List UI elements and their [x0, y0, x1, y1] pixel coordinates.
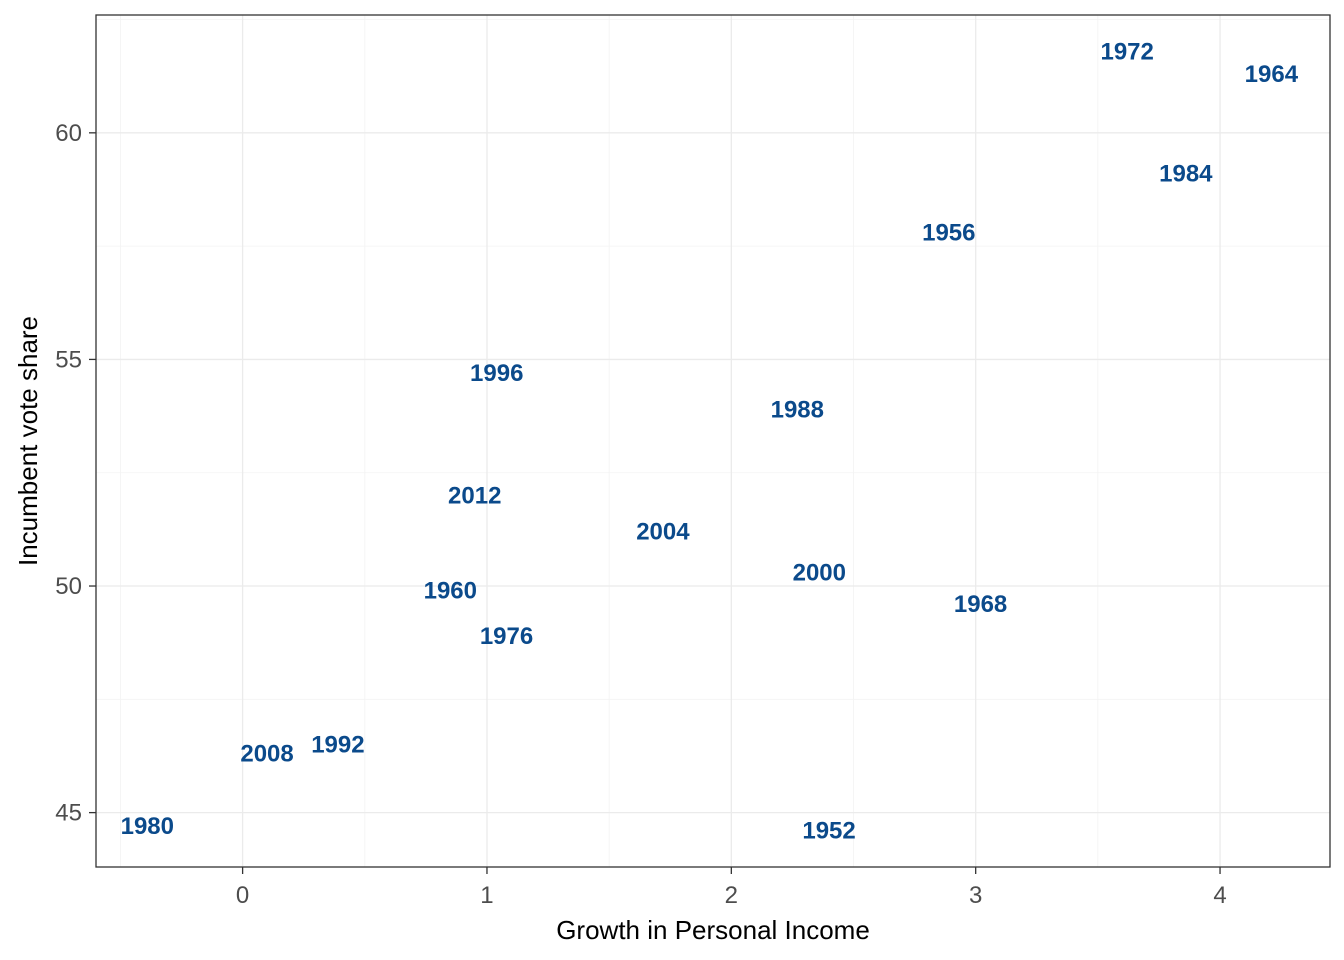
x-tick-label: 3: [969, 882, 982, 909]
point-label-1964: 1964: [1245, 61, 1299, 88]
x-tick-label: 2: [725, 882, 738, 909]
axes: 0 1 2 3 4 45 50 55 60: [55, 120, 1226, 909]
x-tick-label: 0: [236, 882, 249, 909]
y-tick-label: 55: [55, 346, 82, 373]
y-tick-label: 60: [55, 120, 82, 147]
point-label-2004: 2004: [636, 519, 690, 546]
data-labels: 1952 1956 1960 1964 1968 1972 1976 1980 1984 1988…: [121, 38, 1299, 844]
point-label-1996: 1996: [470, 360, 523, 387]
point-label-1952: 1952: [802, 818, 855, 845]
point-label-1968: 1968: [954, 591, 1007, 618]
x-axis-title: Growth in Personal Income: [556, 915, 870, 945]
point-label-2000: 2000: [793, 559, 846, 586]
x-tick-label: 4: [1213, 882, 1226, 909]
grid: [96, 15, 1330, 867]
point-label-1956: 1956: [922, 220, 975, 247]
point-label-1976: 1976: [480, 623, 533, 650]
point-label-1960: 1960: [424, 578, 477, 605]
point-label-2012: 2012: [448, 482, 501, 509]
point-label-1992: 1992: [311, 732, 364, 759]
point-label-1984: 1984: [1159, 161, 1213, 188]
y-tick-label: 50: [55, 573, 82, 600]
y-axis-title: Incumbent vote share: [13, 316, 43, 566]
point-label-1988: 1988: [771, 396, 824, 423]
x-tick-label: 1: [480, 882, 493, 909]
point-label-2008: 2008: [240, 741, 293, 768]
point-label-1972: 1972: [1100, 38, 1153, 65]
panel-border: [95, 14, 1331, 868]
y-tick-label: 45: [55, 800, 82, 827]
point-label-1980: 1980: [121, 813, 174, 840]
